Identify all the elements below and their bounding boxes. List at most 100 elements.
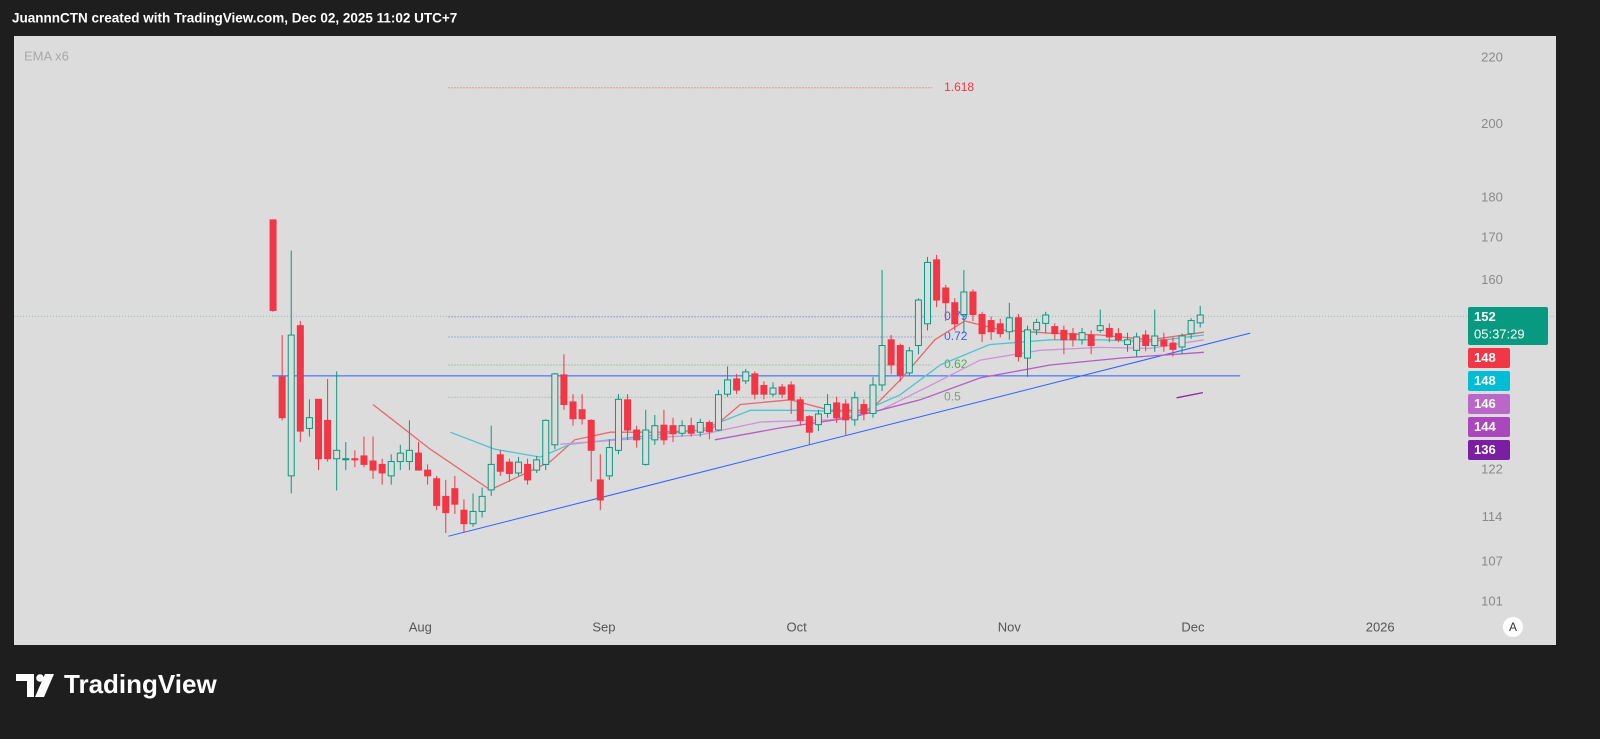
price-label-box (1468, 440, 1510, 460)
candle-body (315, 398, 323, 460)
candle-body (933, 259, 941, 301)
candle-body (869, 384, 877, 414)
candle-body (987, 320, 995, 333)
y-tick-label: 114 (1482, 509, 1503, 524)
candle-body (1014, 317, 1022, 358)
candle-body (578, 409, 586, 420)
candle-body (605, 447, 613, 477)
candle-body (405, 449, 413, 463)
candle-body (360, 455, 368, 465)
candle-body (969, 291, 977, 316)
candle-body (633, 429, 641, 441)
candle-body (924, 261, 932, 325)
candle-body (1105, 327, 1113, 338)
fib-label: 1.618 (944, 80, 974, 94)
price-label: 146 (1474, 396, 1496, 411)
candle-body (1069, 333, 1077, 341)
candle-body (478, 495, 486, 512)
price-label-box (1468, 307, 1548, 345)
candle-body (1096, 325, 1104, 331)
candle-body (460, 509, 468, 525)
scale-button[interactable] (1503, 617, 1523, 637)
plot: 101 107 114 122 160 170 180 200 220 Aug Sep Oct Nov D… (14, 49, 1556, 634)
candle-body (424, 469, 432, 477)
candle-body (787, 384, 795, 401)
logo-dot (36, 674, 44, 682)
candle-body (342, 458, 350, 461)
candle-body (533, 459, 541, 471)
candle-body (642, 429, 650, 465)
candle-body (1051, 326, 1059, 335)
y-tick-label: 180 (1481, 190, 1503, 205)
candle-body (1033, 321, 1041, 331)
candle-body (514, 461, 522, 474)
candle-body (796, 399, 804, 421)
candle-body (305, 417, 313, 429)
candle-body (1005, 317, 1013, 333)
candle-body (769, 387, 777, 395)
price-label: 136 (1474, 442, 1496, 457)
candle-body (1123, 339, 1131, 346)
candle-body (333, 449, 341, 460)
trend-line (448, 332, 1251, 537)
chart-panel (14, 36, 1556, 645)
candle-body (805, 416, 813, 433)
candle-body (705, 421, 713, 433)
candle-body (896, 345, 904, 376)
candle-body (542, 419, 550, 465)
candle-body (560, 374, 568, 406)
candle-body (678, 425, 686, 434)
candle-body (433, 478, 441, 506)
candle-body (996, 323, 1004, 335)
candle-body (660, 424, 668, 441)
candle-body (1187, 320, 1195, 335)
price-label: 148 (1474, 373, 1496, 388)
fib-label: 0.72 (944, 329, 968, 343)
candle-body (1078, 332, 1086, 341)
candle-body (669, 425, 677, 435)
candle-body (978, 314, 986, 335)
x-tick-label: 2026 (1366, 619, 1395, 634)
candle-body (733, 378, 741, 391)
candle-body (296, 325, 304, 432)
candle-body (487, 463, 495, 491)
candle-body (905, 350, 913, 374)
candle-body (860, 404, 868, 414)
candle-body (878, 345, 886, 386)
candle-body (1114, 333, 1122, 341)
candle-body (451, 488, 459, 505)
candle-body (960, 291, 968, 316)
candle-body (287, 334, 295, 477)
candle-body (1151, 335, 1159, 347)
brand-logo (16, 674, 54, 697)
ema-line (1176, 391, 1204, 399)
logo-mark (16, 674, 34, 697)
candle-body (824, 404, 832, 414)
y-tick-label: 107 (1481, 553, 1503, 568)
ema-line (560, 339, 1205, 445)
ema-line (714, 351, 1204, 441)
candle-body (624, 399, 632, 431)
y-tick-label: 122 (1481, 462, 1503, 477)
header: JuannnCTN created with TradingView.com, … (12, 11, 457, 26)
candle-body (505, 461, 513, 475)
candle-body (851, 397, 859, 421)
candle-body (1178, 335, 1186, 348)
candle-body (524, 463, 532, 481)
candle-body (587, 419, 595, 451)
candle-body (887, 339, 895, 366)
candle-body (742, 371, 750, 382)
price-label-box (1468, 394, 1510, 414)
candle-body (714, 394, 722, 431)
y-tick-label: 101 (1481, 594, 1503, 609)
price-label-box (1468, 371, 1510, 391)
candle-body (951, 302, 959, 325)
candle-body (1042, 314, 1050, 324)
x-tick-label: Dec (1181, 619, 1205, 634)
candle-body (651, 425, 659, 441)
candle-body (1060, 329, 1068, 341)
candle-body (778, 386, 786, 395)
candle-body (569, 401, 577, 420)
scale-button-label[interactable]: A (1509, 620, 1517, 634)
